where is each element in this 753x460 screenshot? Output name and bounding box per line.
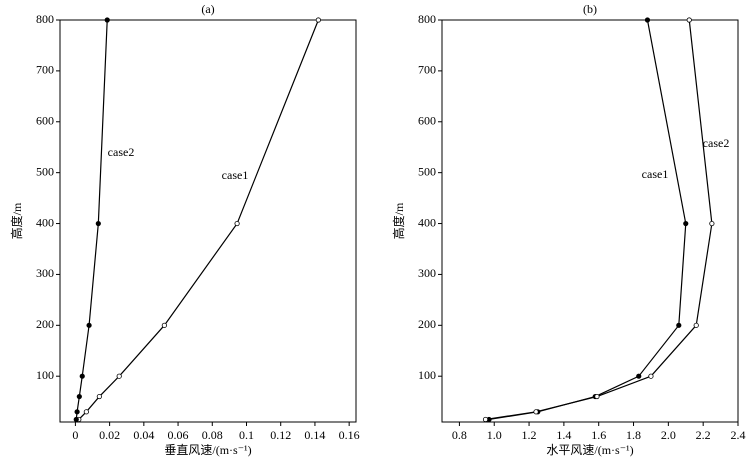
y-tick-label: 300 <box>36 266 54 280</box>
y-tick-label: 100 <box>418 368 436 382</box>
data-point <box>79 373 85 379</box>
y-tick-label: 400 <box>418 215 436 229</box>
chart-title: (b) <box>583 2 597 16</box>
data-point <box>676 322 682 328</box>
x-tick-label: 0.12 <box>270 428 291 442</box>
data-point <box>161 322 167 328</box>
x-tick-label: 0.02 <box>99 428 120 442</box>
y-tick-label: 200 <box>418 317 436 331</box>
x-tick-label: 0.14 <box>304 428 325 442</box>
y-axis-label: 高度/m <box>9 202 24 239</box>
data-point <box>96 393 102 400</box>
x-tick-label: 1.8 <box>626 428 641 442</box>
y-tick-label: 800 <box>36 12 54 26</box>
series-label: case1 <box>222 168 249 182</box>
data-point <box>683 220 689 227</box>
chart-title: (a) <box>201 2 214 16</box>
data-point <box>83 409 89 415</box>
data-point <box>104 17 110 23</box>
y-axis-label: 高度/m <box>391 202 406 239</box>
y-tick-label: 500 <box>36 164 54 178</box>
x-tick-label: 2.0 <box>661 428 676 442</box>
y-tick-label: 400 <box>36 215 54 229</box>
y-tick-label: 800 <box>418 12 436 26</box>
data-point <box>234 220 240 227</box>
x-tick-label: 0 <box>72 428 78 442</box>
data-point <box>533 409 539 415</box>
data-point <box>644 17 651 23</box>
series-line <box>75 19 108 420</box>
x-tick-label: 0.1 <box>239 428 254 442</box>
x-tick-label: 0.06 <box>168 428 189 442</box>
data-point <box>648 373 654 379</box>
data-point <box>73 416 79 423</box>
series-line <box>488 19 687 421</box>
data-point <box>95 220 101 227</box>
x-tick-label: 0.04 <box>133 428 154 442</box>
x-tick-label: 1.0 <box>487 428 502 442</box>
x-tick-label: 0.8 <box>452 428 467 442</box>
x-tick-label: 0.16 <box>339 428 360 442</box>
series-label: case1 <box>642 167 669 181</box>
y-tick-label: 600 <box>418 114 436 128</box>
y-tick-label: 700 <box>36 63 54 77</box>
x-tick-label: 1.4 <box>556 428 571 442</box>
data-point <box>116 373 122 379</box>
data-point <box>709 220 715 227</box>
series-line <box>485 19 713 421</box>
data-point <box>86 322 92 328</box>
data-point <box>686 17 692 23</box>
y-tick-label: 600 <box>36 114 54 128</box>
y-tick-label: 500 <box>418 164 436 178</box>
data-point <box>76 393 82 400</box>
data-point <box>74 409 80 415</box>
x-tick-label: 2.2 <box>696 428 711 442</box>
x-tick-label: 2.4 <box>731 428 746 442</box>
data-point <box>693 322 699 328</box>
x-tick-label: 1.2 <box>522 428 537 442</box>
data-point <box>315 17 321 23</box>
x-axis-label: 水平风速/(m·s⁻¹) <box>546 443 633 457</box>
series-label: case2 <box>703 136 730 150</box>
x-axis-label: 垂直风速/(m·s⁻¹) <box>164 443 251 457</box>
x-tick-label: 1.6 <box>591 428 606 442</box>
data-point <box>594 393 600 400</box>
data-point <box>636 373 642 379</box>
y-tick-label: 300 <box>418 266 436 280</box>
y-tick-label: 700 <box>418 63 436 77</box>
series-label: case2 <box>108 145 135 159</box>
plot-frame <box>59 19 357 423</box>
data-point <box>482 416 489 423</box>
y-tick-label: 200 <box>36 317 54 331</box>
plot-frame <box>441 19 739 423</box>
y-tick-label: 100 <box>36 368 54 382</box>
x-tick-label: 0.08 <box>202 428 223 442</box>
series-line <box>78 19 319 420</box>
